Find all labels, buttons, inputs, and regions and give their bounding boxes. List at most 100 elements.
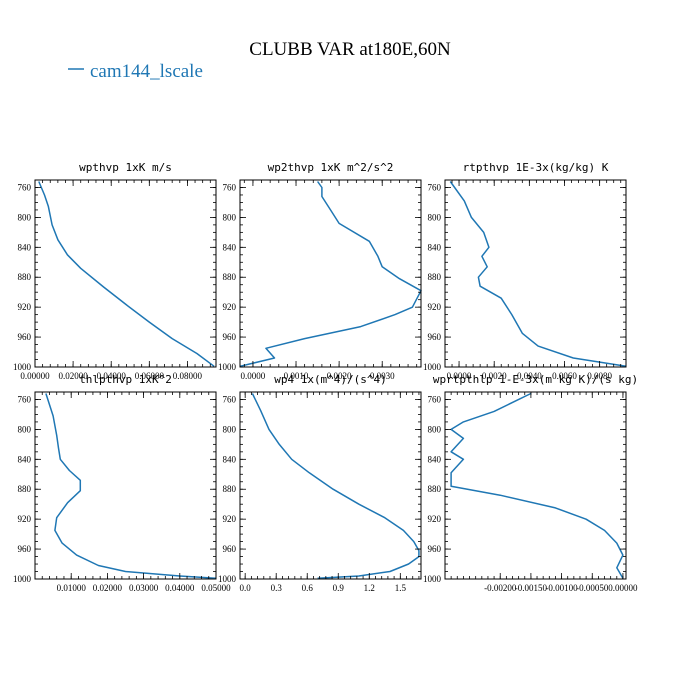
x-tick-label: 0.0 — [240, 583, 252, 593]
panel-5: wp4 1x(m^4)/(s^4)76080084088092096010000… — [218, 373, 422, 593]
x-tick-label: 0.0000 — [241, 371, 266, 381]
y-tick-label: 920 — [428, 302, 442, 312]
y-tick-label: 800 — [18, 424, 32, 434]
x-tick-label: 0.9 — [333, 583, 345, 593]
series-line — [450, 392, 624, 579]
x-tick-label: -0.00150 — [515, 583, 548, 593]
x-tick-label: 0.0030 — [370, 371, 395, 381]
x-tick-label: 0.0020 — [327, 371, 352, 381]
y-tick-label: 960 — [428, 332, 442, 342]
x-tick-label: 0.05000 — [201, 583, 231, 593]
y-tick-label: 880 — [18, 272, 32, 282]
y-tick-label: 760 — [223, 182, 237, 192]
y-tick-label: 800 — [223, 212, 237, 222]
x-tick-label: 0.0040 — [517, 371, 542, 381]
x-tick-label: 0.0000 — [447, 371, 472, 381]
y-tick-label: 920 — [428, 514, 442, 524]
y-tick-label: 920 — [223, 514, 237, 524]
x-tick-label: 0.3 — [271, 583, 283, 593]
panel-title: wpthvp 1xK m/s — [79, 161, 172, 174]
figure-title: CLUBB VAR at180E,60N — [249, 39, 451, 60]
panel-title: wprtpthlp 1-E-3x(m kg K)/(s kg) — [433, 373, 638, 386]
panel-title: rtpthvp 1E-3x(kg/kg) K — [463, 161, 609, 174]
y-tick-label: 920 — [18, 514, 32, 524]
y-tick-label: 840 — [428, 242, 442, 252]
series-line — [38, 181, 215, 367]
series-line — [45, 393, 217, 580]
y-tick-label: 960 — [223, 332, 237, 342]
y-tick-label: 920 — [18, 302, 32, 312]
plot-frame — [34, 391, 217, 580]
x-tick-label: 0.02000 — [58, 371, 88, 381]
legend-label: cam144_lscale — [90, 61, 203, 82]
plot-frame — [444, 179, 627, 368]
plot-frame — [239, 391, 422, 580]
y-tick-label: 880 — [428, 272, 442, 282]
x-tick-label: 0.0010 — [284, 371, 309, 381]
y-tick-label: 880 — [223, 272, 237, 282]
y-tick-label: 1000 — [13, 362, 32, 372]
y-tick-label: 760 — [428, 394, 442, 404]
x-tick-label: 0.08000 — [173, 371, 203, 381]
y-tick-label: 840 — [223, 242, 237, 252]
panel-4: thlpthvp 1xK^2 760 800 840 880 920 960 1000 0.01… — [13, 373, 231, 593]
y-tick-label: 880 — [18, 484, 32, 494]
x-tick-label: 0.03000 — [129, 583, 159, 593]
y-tick-label: 960 — [18, 544, 32, 554]
x-tick-label: 1.5 — [395, 583, 407, 593]
x-tick-label: 0.0020 — [482, 371, 507, 381]
x-tick-label: 0.02000 — [93, 583, 123, 593]
y-tick-label: 1000 — [218, 574, 237, 584]
panels-group: wpthvp 1xK m/s76080084088092096010000.00… — [13, 161, 638, 593]
y-tick-label: 1000 — [423, 362, 442, 372]
panel-2: wp2thvp 1xK m^2/s^2 760 800 840 880 920 960 100… — [218, 161, 422, 381]
panel-3: rtpthvp 1E-3x(kg/kg) K 760 800 840 880 920 960… — [423, 161, 627, 381]
y-tick-label: 840 — [18, 242, 32, 252]
plot-frame — [239, 179, 422, 368]
series-line — [449, 181, 627, 368]
x-tick-label: 0.6 — [302, 583, 314, 593]
plot-frame — [444, 391, 627, 580]
y-tick-label: 840 — [18, 454, 32, 464]
x-tick-label: -0.00050 — [576, 583, 609, 593]
y-tick-label: 880 — [428, 484, 442, 494]
y-tick-label: 840 — [428, 454, 442, 464]
y-tick-label: 960 — [428, 544, 442, 554]
panel-6: wprtpthlp 1-E-3x(m kg K)/(s kg) 760 800 840… — [423, 373, 638, 593]
panel-title: wp4 1x(m^4)/(s^4) — [274, 373, 387, 386]
y-tick-label: 760 — [18, 394, 32, 404]
y-tick-label: 840 — [223, 454, 237, 464]
y-tick-label: 800 — [223, 424, 237, 434]
y-tick-label: 960 — [18, 332, 32, 342]
plot-frame — [34, 179, 217, 368]
series-line — [239, 181, 422, 368]
x-tick-label: 0.00000 — [20, 371, 50, 381]
x-tick-label: 0.06000 — [135, 371, 165, 381]
y-tick-label: 800 — [428, 212, 442, 222]
x-tick-label: 0.0060 — [552, 371, 577, 381]
panel-title: wp2thvp 1xK m^2/s^2 — [268, 161, 394, 174]
panel-title: thlpthvp 1xK^2 — [79, 373, 172, 386]
y-tick-label: 880 — [223, 484, 237, 494]
y-tick-label: 800 — [18, 212, 32, 222]
x-tick-label: 0.01000 — [57, 583, 87, 593]
y-tick-label: 1000 — [218, 362, 237, 372]
y-tick-label: 1000 — [423, 574, 442, 584]
x-tick-label: 0.04000 — [97, 371, 127, 381]
x-tick-label: -0.00100 — [545, 583, 578, 593]
series-line — [251, 393, 420, 580]
x-tick-label: 1.2 — [364, 583, 375, 593]
panel-1: wpthvp 1xK m/s 760 800 840 880 920 960 10000.00… — [13, 161, 217, 381]
x-tick-label: 0.04000 — [165, 583, 195, 593]
legend: cam144_lscale — [68, 61, 203, 82]
x-tick-label: 0.0080 — [587, 371, 612, 381]
y-tick-label: 800 — [428, 424, 442, 434]
y-tick-label: 960 — [223, 544, 237, 554]
x-tick-label: 0.00000 — [608, 583, 638, 593]
y-tick-label: 760 — [223, 394, 237, 404]
y-tick-label: 760 — [428, 182, 442, 192]
y-tick-label: 920 — [223, 302, 237, 312]
y-tick-label: 1000 — [13, 574, 32, 584]
x-tick-label: -0.00200 — [484, 583, 517, 593]
